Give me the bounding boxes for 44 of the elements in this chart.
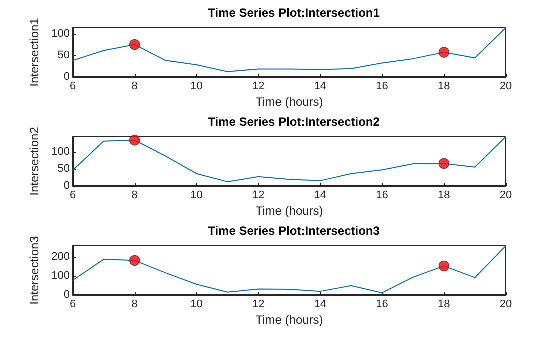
x-tick-label: 12 — [252, 190, 265, 202]
x-tick-label: 20 — [500, 298, 512, 310]
x-tick-label: 8 — [132, 298, 138, 310]
x-tick-label: 16 — [376, 298, 388, 310]
y-tick-label: 100 — [52, 146, 70, 158]
x-tick-label: 14 — [314, 190, 327, 202]
x-tick-label: 6 — [70, 190, 76, 202]
line-series — [72, 28, 506, 72]
x-axis-title: Time (hours) — [256, 204, 324, 218]
y-tick-label: 100 — [52, 28, 70, 40]
x-tick-label: 18 — [438, 190, 450, 202]
x-tick-label: 20 — [500, 80, 512, 92]
x-tick-label: 8 — [132, 190, 138, 202]
x-tick-label: 12 — [252, 298, 265, 310]
y-tick-label: 100 — [52, 270, 70, 282]
y-tick-label: 200 — [52, 250, 70, 263]
x-tick-label: 12 — [252, 80, 265, 92]
y-tick-label: 50 — [58, 50, 70, 62]
y-axis-title: Intersection1 — [28, 18, 42, 87]
x-tick-label: 20 — [500, 190, 512, 202]
x-tick-label: 10 — [190, 190, 203, 202]
x-tick-label: 16 — [376, 80, 388, 92]
chart-title: Time Series Plot:Intersection2 — [208, 115, 380, 129]
x-tick-label: 8 — [132, 80, 138, 92]
x-tick-label: 18 — [438, 298, 450, 310]
x-tick-label: 6 — [70, 298, 76, 310]
x-tick-label: 10 — [190, 80, 203, 92]
chart-title: Time Series Plot:Intersection3 — [208, 224, 380, 238]
x-axis-title: Time (hours) — [256, 95, 324, 109]
x-tick-label: 10 — [190, 298, 203, 310]
x-tick-label: 14 — [314, 298, 327, 310]
x-tick-label: 6 — [70, 80, 76, 92]
x-tick-label: 16 — [376, 190, 388, 202]
y-tick-label: 50 — [58, 163, 70, 176]
y-tick-label: 0 — [64, 180, 70, 192]
y-tick-label: 0 — [64, 71, 70, 83]
x-tick-label: 14 — [314, 80, 327, 92]
y-axis-title: Intersection2 — [28, 126, 42, 196]
x-axis-title: Time (hours) — [256, 313, 324, 327]
line-series — [72, 246, 506, 294]
x-tick-label: 18 — [438, 80, 450, 92]
y-axis-title: Intersection3 — [28, 236, 42, 305]
y-tick-label: 0 — [64, 289, 70, 301]
chart-title: Time Series Plot:Intersection1 — [208, 6, 380, 20]
